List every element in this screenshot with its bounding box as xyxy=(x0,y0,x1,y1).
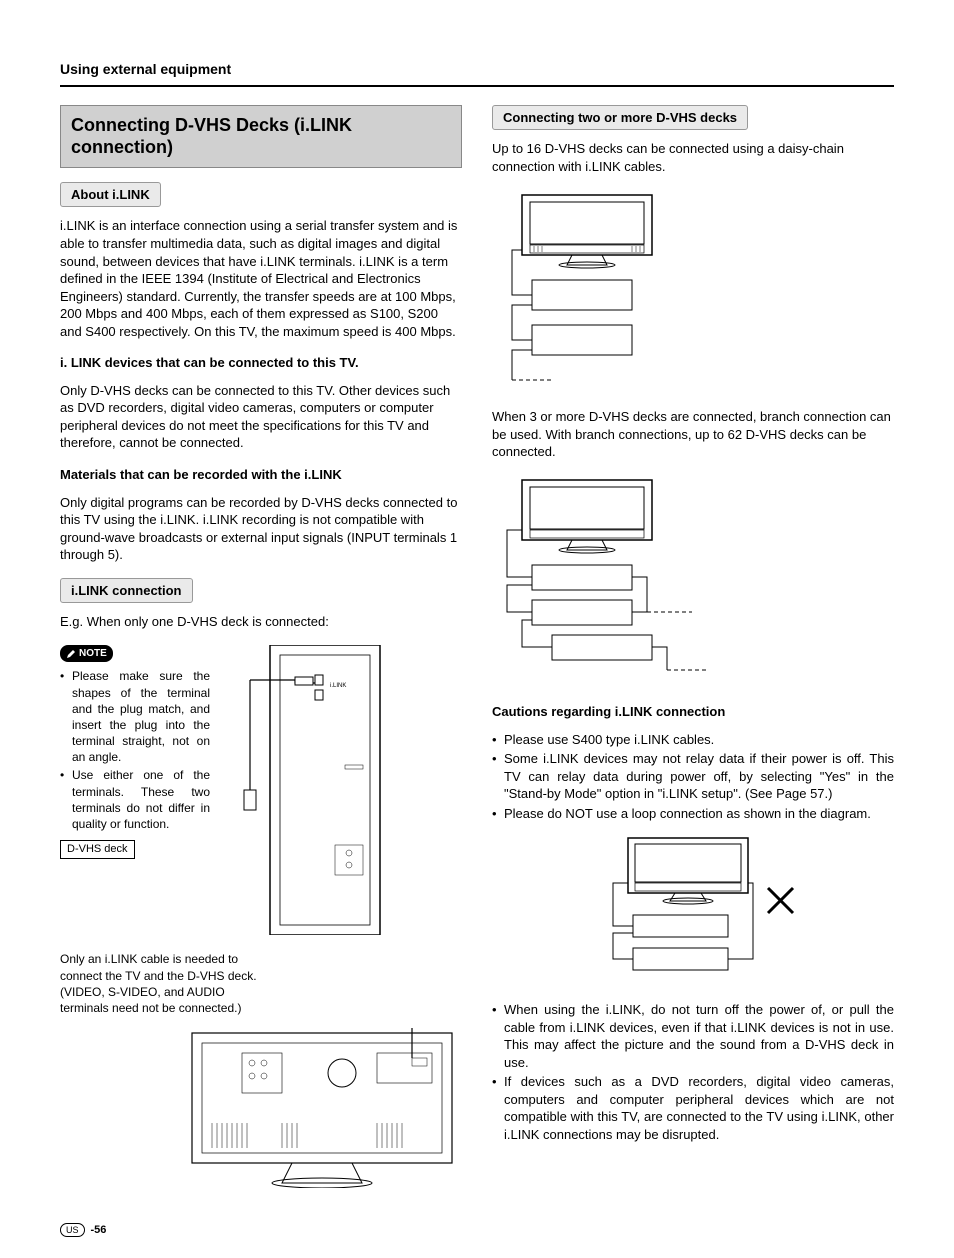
cautions-list-2: When using the i.LINK, do not turn off t… xyxy=(492,1001,894,1143)
cautions-list-1: Please use S400 type i.LINK cables. Some… xyxy=(492,731,894,823)
loop-svg xyxy=(583,833,803,983)
note-item: Please make sure the shapes of the termi… xyxy=(60,668,210,765)
note-item: Use either one of the terminals. These t… xyxy=(60,767,210,832)
branch-diagram xyxy=(492,475,894,690)
caution-item: Please do NOT use a loop connection as s… xyxy=(492,805,894,823)
tv-back-diagram xyxy=(60,1028,462,1193)
page-footer: US -56 xyxy=(60,1223,894,1238)
caution-item: If devices such as a DVD recorders, digi… xyxy=(492,1073,894,1143)
svg-text:i.LINK: i.LINK xyxy=(330,683,346,689)
pencil-icon xyxy=(66,649,76,659)
ilink-connection-label: i.LINK connection xyxy=(60,578,193,604)
tv-back-svg xyxy=(182,1028,462,1188)
note-label-text: NOTE xyxy=(79,647,107,661)
materials-text: Only digital programs can be recorded by… xyxy=(60,494,462,564)
daisy-svg xyxy=(492,190,672,390)
side-panel-diagram: i.LINK xyxy=(220,645,420,935)
note-badge: NOTE xyxy=(60,645,113,663)
about-ilink-label: About i.LINK xyxy=(60,182,161,208)
devices-heading: i. LINK devices that can be connected to… xyxy=(60,354,462,372)
loop-diagram xyxy=(492,833,894,988)
connection-diagram: i.LINK xyxy=(220,645,462,940)
two-decks-label: Connecting two or more D-VHS decks xyxy=(492,105,748,131)
materials-heading: Materials that can be recorded with the … xyxy=(60,466,462,484)
page-number: -56 xyxy=(91,1223,107,1238)
about-ilink-text: i.LINK is an interface connection using … xyxy=(60,217,462,340)
devices-text: Only D-VHS decks can be connected to thi… xyxy=(60,382,462,452)
dvhs-deck-label: D-VHS deck xyxy=(60,840,135,859)
note-block: NOTE Please make sure the shapes of the … xyxy=(60,645,210,940)
caution-item: Some i.LINK devices may not relay data i… xyxy=(492,750,894,803)
left-column: Connecting D-VHS Decks (i.LINK connectio… xyxy=(60,105,462,1193)
caution-item: Please use S400 type i.LINK cables. xyxy=(492,731,894,749)
note-list: Please make sure the shapes of the termi… xyxy=(60,668,210,832)
two-column-layout: Connecting D-VHS Decks (i.LINK connectio… xyxy=(60,105,894,1193)
connection-example-text: E.g. When only one D-VHS deck is connect… xyxy=(60,613,462,631)
right-column: Connecting two or more D-VHS decks Up to… xyxy=(492,105,894,1193)
main-title: Connecting D-VHS Decks (i.LINK connectio… xyxy=(60,105,462,168)
two-decks-text: Up to 16 D-VHS decks can be connected us… xyxy=(492,140,894,175)
region-badge: US xyxy=(60,1223,85,1237)
page-header: Using external equipment xyxy=(60,60,894,87)
note-and-diagram-row: NOTE Please make sure the shapes of the … xyxy=(60,645,462,940)
branch-svg xyxy=(492,475,722,685)
cautions-heading: Cautions regarding i.LINK connection xyxy=(492,703,894,721)
caution-item: When using the i.LINK, do not turn off t… xyxy=(492,1001,894,1071)
branch-text: When 3 or more D-VHS decks are connected… xyxy=(492,408,894,461)
daisy-chain-diagram xyxy=(492,190,894,395)
cable-caption: Only an i.LINK cable is needed to connec… xyxy=(60,951,260,1016)
